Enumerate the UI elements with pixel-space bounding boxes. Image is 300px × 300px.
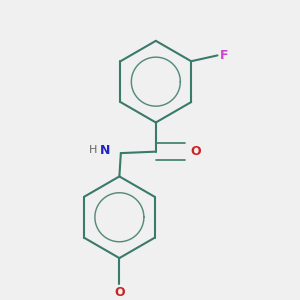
Text: F: F: [220, 49, 229, 62]
Text: H: H: [89, 145, 98, 155]
Text: O: O: [191, 145, 202, 158]
Text: N: N: [100, 144, 111, 157]
Text: O: O: [114, 286, 125, 299]
